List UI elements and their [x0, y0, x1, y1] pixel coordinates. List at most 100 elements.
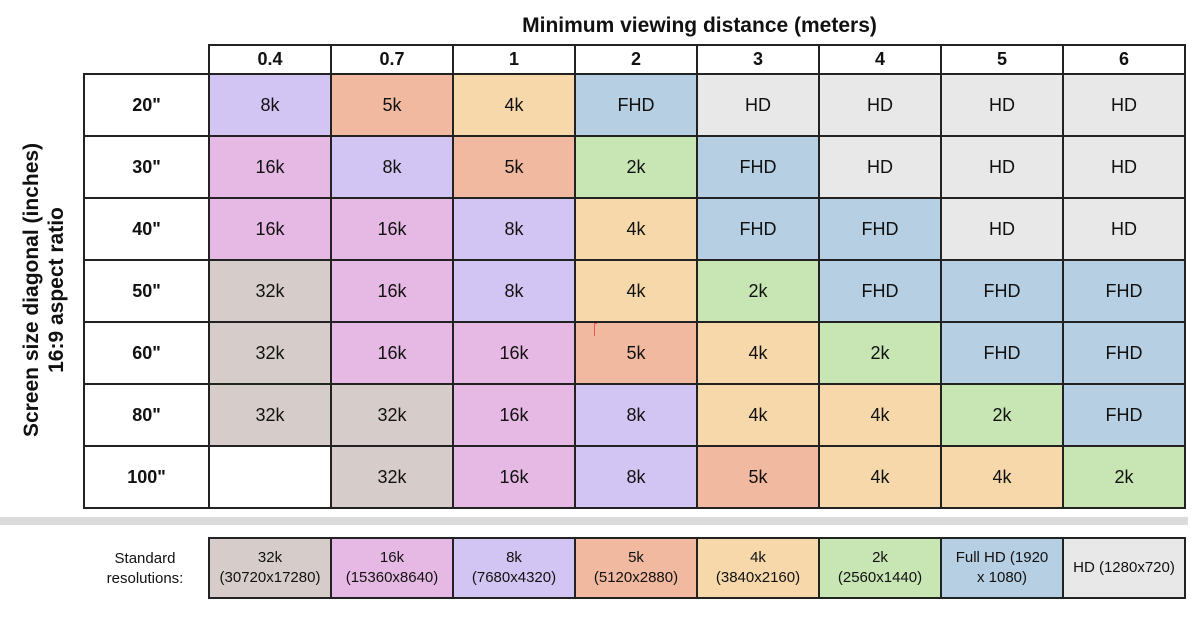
resolution-grid: 0.4 0.7 1 2 3 4 5 6 20" 8k 5k 4k FHD HD HD HD HD… — [83, 44, 1186, 509]
column-header: 3 — [696, 44, 820, 75]
table-cell: FHD — [696, 197, 820, 261]
table-cell: HD — [1062, 135, 1186, 199]
table-cell: HD — [818, 73, 942, 137]
legend-item: 16k (15360x8640) — [330, 537, 454, 599]
table-cell: 4k — [574, 197, 698, 261]
table-row: 60" 32k 16k 16k 5k 4k 2k FHD FHD — [83, 321, 1186, 385]
legend-item: 32k (30720x17280) — [208, 537, 332, 599]
table-cell: 16k — [452, 445, 576, 509]
table-cell: 2k — [940, 383, 1064, 447]
column-header: 5 — [940, 44, 1064, 75]
table-cell: 8k — [208, 73, 332, 137]
column-header: 2 — [574, 44, 698, 75]
table-cell: 8k — [574, 445, 698, 509]
legend-item: Full HD (1920 x 1080) — [940, 537, 1064, 599]
table-cell: FHD — [696, 135, 820, 199]
legend-caption-line2: resolutions: — [106, 570, 184, 587]
legend-item-line1: 2k — [872, 549, 888, 566]
table-cell: 2k — [1062, 445, 1186, 509]
legend-item: 2k (2560x1440) — [818, 537, 942, 599]
row-header: 30" — [83, 135, 210, 199]
legend-item-line1: 16k — [379, 549, 405, 566]
table-cell: 8k — [330, 135, 454, 199]
table-cell — [208, 445, 332, 509]
table-cell: 32k — [208, 259, 332, 323]
table-row: 80" 32k 32k 16k 8k 4k 4k 2k FHD — [83, 383, 1186, 447]
table-cell: 4k — [940, 445, 1064, 509]
corner-blank — [84, 45, 209, 74]
table-cell: HD — [1062, 197, 1186, 261]
y-axis-title-line1: Screen size diagonal (inches) — [20, 142, 43, 438]
row-header: 100" — [83, 445, 210, 509]
table-cell: FHD — [1062, 259, 1186, 323]
table-cell: 16k — [208, 197, 332, 261]
column-header: 6 — [1062, 44, 1186, 75]
legend-item-line1: Full HD (1920 — [955, 549, 1049, 566]
legend-item-line2: (15360x8640) — [345, 569, 439, 586]
row-header: 20" — [83, 73, 210, 137]
table-cell: 4k — [696, 383, 820, 447]
legend-caption-line1: Standard — [114, 550, 176, 567]
table-row: 50" 32k 16k 8k 4k 2k FHD FHD FHD — [83, 259, 1186, 323]
table-cell: FHD — [818, 197, 942, 261]
table-cell: 2k — [574, 135, 698, 199]
table-cell: FHD — [1062, 383, 1186, 447]
legend-caption: Standard resolutions: — [90, 549, 200, 589]
column-header: 4 — [818, 44, 942, 75]
column-header-row: 0.4 0.7 1 2 3 4 5 6 — [84, 44, 1186, 75]
table-cell: 32k — [330, 445, 454, 509]
table-cell: 16k — [452, 383, 576, 447]
legend-row: 32k (30720x17280) 16k (15360x8640) 8k (7680x4… — [208, 537, 1186, 599]
table-cell: HD — [940, 135, 1064, 199]
table-cell: HD — [940, 197, 1064, 261]
row-header: 40" — [83, 197, 210, 261]
table-cell: 2k — [696, 259, 820, 323]
table-cell: FHD — [1062, 321, 1186, 385]
legend-item-line2: (7680x4320) — [471, 569, 557, 586]
column-header: 1 — [452, 44, 576, 75]
column-header: 0.4 — [208, 44, 332, 75]
legend-item-line1: 32k — [257, 549, 283, 566]
table-cell: HD — [1062, 73, 1186, 137]
table-cell: 2k — [818, 321, 942, 385]
table-row: 20" 8k 5k 4k FHD HD HD HD HD — [83, 73, 1186, 137]
row-header: 50" — [83, 259, 210, 323]
table-cell: 32k — [208, 321, 332, 385]
legend-item-line2: (30720x17280) — [219, 569, 321, 586]
table-cell: 16k — [330, 321, 454, 385]
table-cell: 8k — [452, 197, 576, 261]
table-cell: 32k — [330, 383, 454, 447]
legend-item-line1: HD (1280x720) — [1073, 559, 1175, 576]
table-cell: 32k — [208, 383, 332, 447]
table-cell: 5k — [330, 73, 454, 137]
y-axis-title-line2: 16:9 aspect ratio — [45, 207, 68, 373]
legend-item: HD (1280x720) — [1062, 537, 1186, 599]
legend-item-line2: (5120x2880) — [593, 569, 679, 586]
table-cell: HD — [818, 135, 942, 199]
table-cell: 5k — [696, 445, 820, 509]
legend-item: 8k (7680x4320) — [452, 537, 576, 599]
table-cell: 16k — [330, 259, 454, 323]
table-cell: 4k — [696, 321, 820, 385]
resolution-legend: 32k (30720x17280) 16k (15360x8640) 8k (7680x4… — [208, 537, 1186, 599]
table-row: 40" 16k 16k 8k 4k FHD FHD HD HD — [83, 197, 1186, 261]
table-cell: 5k — [452, 135, 576, 199]
x-axis-title: Minimum viewing distance (meters) — [522, 14, 877, 37]
table-cell: 4k — [452, 73, 576, 137]
table-cell: FHD — [818, 259, 942, 323]
legend-item-line1: 5k — [628, 549, 644, 566]
table-cell: FHD — [940, 259, 1064, 323]
table-cell: FHD — [940, 321, 1064, 385]
table-cell: 4k — [818, 383, 942, 447]
legend-item-line1: 8k — [506, 549, 522, 566]
column-header: 0.7 — [330, 44, 454, 75]
legend-item-line2: (3840x2160) — [715, 569, 801, 586]
table-cell: 16k — [452, 321, 576, 385]
cursor-mark — [594, 323, 597, 336]
table-cell: HD — [940, 73, 1064, 137]
legend-item: 5k (5120x2880) — [574, 537, 698, 599]
legend-item-line1: 4k — [750, 549, 766, 566]
legend-item-line2: x 1080) — [976, 569, 1028, 586]
table-cell: 8k — [452, 259, 576, 323]
table-cell: HD — [696, 73, 820, 137]
